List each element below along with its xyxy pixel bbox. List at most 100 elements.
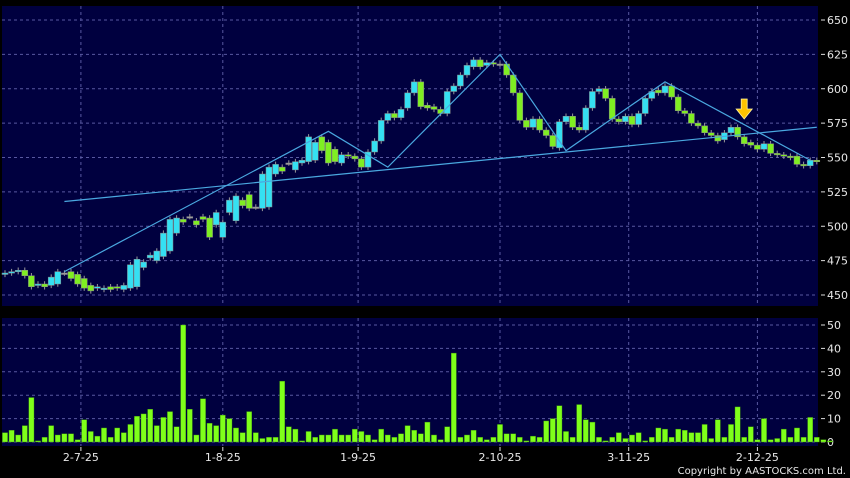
volume-bar <box>642 440 648 443</box>
volume-bar <box>827 440 833 443</box>
x-axis: 2-7-25 1-8-25 1-9-25 2-10-25 3-11-25 2-12-25 <box>63 447 779 464</box>
candle-body <box>265 166 273 208</box>
price-plot-area <box>2 6 818 306</box>
candle-body <box>622 116 629 122</box>
volume-bar <box>431 434 437 443</box>
candle-body <box>496 63 504 66</box>
volume-bar <box>206 423 213 443</box>
volume-bar <box>761 418 767 443</box>
volume-bar <box>352 428 358 443</box>
candle-body <box>701 125 708 133</box>
candle-body <box>186 216 194 219</box>
candle-body <box>655 89 662 94</box>
volume-bar <box>22 425 28 443</box>
candle-body <box>120 285 128 290</box>
candle-body <box>734 127 741 138</box>
candle-body <box>34 283 42 286</box>
volume-bar <box>266 437 272 443</box>
candle-body <box>206 217 213 238</box>
volume-bar <box>411 430 418 443</box>
volume-bar <box>451 352 457 443</box>
candle-body <box>641 98 649 114</box>
volume-bar <box>398 433 404 443</box>
candle-body <box>813 160 821 162</box>
candle-body <box>793 155 801 165</box>
candle-body <box>100 287 108 290</box>
volume-bar <box>8 430 15 443</box>
volume-bar <box>576 404 582 443</box>
volume-bar <box>41 437 48 443</box>
candle-body <box>212 212 220 226</box>
volume-bar <box>140 413 147 443</box>
price-tick-label: 600 <box>827 83 848 96</box>
volume-bar <box>167 411 173 443</box>
volume-bar <box>649 437 655 443</box>
candle-body <box>318 136 326 151</box>
candle-body <box>529 118 537 128</box>
volume-bar <box>239 432 246 443</box>
volume-bar <box>2 432 8 443</box>
candle-body <box>747 142 755 146</box>
candle-body <box>767 143 774 154</box>
volume-bar <box>299 440 305 443</box>
candle-body <box>219 221 227 238</box>
candle-body <box>311 142 319 161</box>
candle-body <box>8 271 15 274</box>
volume-bar <box>655 427 662 443</box>
volume-bar <box>153 425 160 443</box>
volume-bar <box>233 427 239 443</box>
volume-bar <box>662 428 668 443</box>
candle-body <box>239 199 246 206</box>
volume-bar <box>820 439 827 443</box>
volume-bar <box>490 437 497 443</box>
volume-bar <box>127 424 134 443</box>
volume-bar <box>569 437 576 443</box>
price-tick-label: 550 <box>827 152 848 165</box>
volume-bar <box>332 428 338 443</box>
volume-bar <box>94 435 101 443</box>
candle-body <box>107 286 114 290</box>
candle-body <box>272 164 279 175</box>
volume-bar <box>55 434 61 443</box>
candle-body <box>67 271 75 279</box>
copyright-text: Copyright by AASTOCKS.com Ltd. <box>678 466 846 477</box>
volume-bar <box>668 437 675 443</box>
volume-bar <box>74 439 81 443</box>
volume-bar <box>15 434 22 443</box>
candle-body <box>727 127 735 133</box>
volume-bar <box>279 380 286 443</box>
candle-body <box>232 195 240 221</box>
volume-bar <box>609 437 615 443</box>
date-tick-label: 1-8-25 <box>205 451 241 464</box>
candle-body <box>424 105 431 109</box>
volume-tick-label: 10 <box>827 413 841 426</box>
volume-bar <box>675 428 681 443</box>
candle-body <box>351 155 359 160</box>
candle-body <box>166 219 174 252</box>
candle-body <box>595 88 603 92</box>
price-tick-label: 475 <box>827 255 848 268</box>
candle-body <box>608 98 616 120</box>
volume-bar <box>87 431 94 443</box>
volume-bar <box>754 439 761 443</box>
candle-body <box>179 219 187 223</box>
candle-body <box>780 154 788 157</box>
candle-body <box>193 220 200 226</box>
candle-body <box>707 132 715 136</box>
volume-bar <box>68 433 74 443</box>
candle-body <box>450 85 458 92</box>
volume-bar <box>186 409 193 443</box>
volume-bar <box>48 425 54 443</box>
volume-bar <box>134 416 140 443</box>
candle-body <box>292 161 299 171</box>
candle-body <box>278 166 286 172</box>
volume-bar <box>589 421 596 443</box>
candle-body <box>740 136 748 144</box>
volume-bar <box>503 433 510 443</box>
volume-bar <box>61 433 68 443</box>
candle-body <box>476 59 484 67</box>
candle-body <box>245 194 253 209</box>
volume-bar <box>517 437 523 443</box>
candle-body <box>133 259 141 287</box>
